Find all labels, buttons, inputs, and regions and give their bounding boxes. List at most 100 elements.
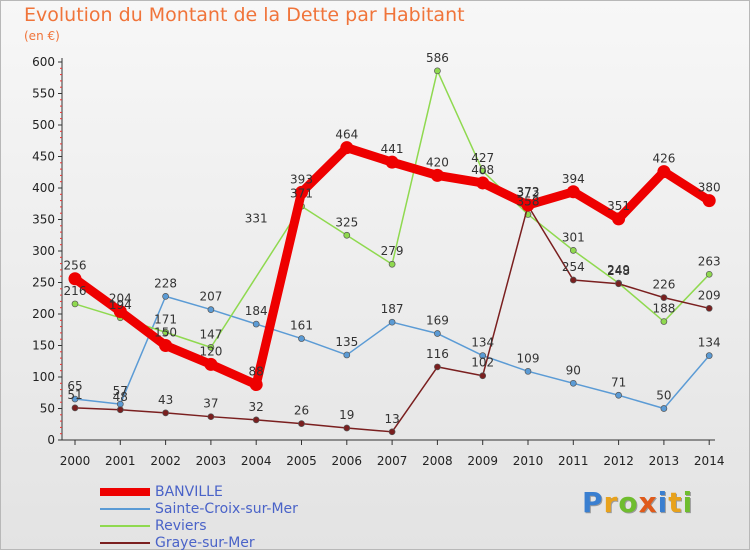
data-point [71, 395, 79, 403]
data-point [252, 416, 260, 424]
data-label: 134 [471, 336, 494, 350]
data-point [343, 351, 351, 359]
data-point [434, 330, 441, 337]
data-label: 586 [426, 51, 449, 65]
data-point [479, 167, 487, 175]
x-tick-label: 2002 [150, 454, 181, 468]
data-point [116, 406, 124, 414]
y-tick-label: 100 [32, 370, 55, 384]
data-point [252, 320, 260, 328]
data-point [434, 67, 441, 75]
data-label: 228 [154, 276, 177, 290]
y-tick-label: 150 [32, 339, 55, 353]
data-label: 71 [611, 375, 626, 389]
legend-swatch [100, 542, 150, 544]
data-point [388, 428, 396, 436]
data-label: 65 [67, 379, 82, 393]
legend-swatch [100, 525, 150, 527]
data-point [660, 294, 668, 301]
logo-letter: x [638, 486, 658, 519]
data-label: 207 [199, 290, 222, 304]
data-label: 57 [113, 384, 128, 398]
x-tick-label: 2006 [332, 454, 363, 468]
data-point [207, 413, 215, 421]
data-point [702, 194, 716, 208]
data-label: 331 [245, 211, 268, 225]
data-label: 249 [607, 263, 630, 277]
legend-label: BANVILLE [155, 484, 223, 500]
data-point [569, 247, 577, 254]
data-label: 48 [113, 390, 128, 404]
data-point [476, 176, 490, 190]
data-label: 301 [562, 230, 585, 244]
x-tick-label: 2003 [196, 454, 227, 468]
data-label: 19 [339, 408, 354, 422]
logo-letter: i [657, 486, 669, 519]
data-label: 372 [517, 186, 540, 200]
data-point [113, 304, 127, 318]
logo-letter: P [582, 486, 604, 519]
x-tick-label: 2010 [513, 454, 544, 468]
data-label: 169 [426, 314, 449, 328]
chart-legend: BANVILLE Sainte-Croix-sur-Mer Reviers Graye… [100, 484, 400, 552]
x-tick-label: 2007 [377, 454, 408, 468]
chart-unit: (en €) [24, 29, 60, 43]
data-point [343, 231, 351, 239]
y-tick-label: 50 [40, 402, 55, 416]
data-label: 147 [199, 327, 222, 341]
data-point [71, 300, 79, 308]
data-point [615, 280, 622, 288]
data-label: 116 [426, 347, 449, 361]
data-label: 43 [158, 393, 173, 407]
data-label: 161 [290, 319, 313, 333]
x-tick-label: 2004 [241, 454, 272, 468]
data-point [204, 357, 218, 371]
legend-item: Sainte-Croix-sur-Mer [100, 501, 400, 518]
data-label: 209 [698, 288, 721, 302]
data-label: 102 [471, 356, 494, 370]
data-label: 50 [656, 389, 671, 403]
data-point [569, 276, 577, 284]
data-point [521, 198, 535, 212]
x-tick-label: 2013 [649, 454, 680, 468]
data-label: 204 [109, 291, 132, 305]
data-label: 256 [64, 259, 87, 273]
data-point [385, 155, 399, 169]
data-label: 32 [249, 400, 264, 414]
legend-label: Graye-sur-Mer [155, 535, 255, 551]
data-label: 51 [67, 388, 82, 402]
data-point [705, 352, 713, 359]
legend-swatch [100, 488, 150, 496]
data-point [340, 141, 354, 155]
data-point [162, 293, 169, 300]
data-label: 420 [426, 155, 449, 169]
y-tick-label: 500 [32, 118, 55, 132]
data-label: 184 [245, 304, 268, 318]
data-label: 120 [199, 344, 222, 358]
x-tick-label: 2009 [467, 454, 498, 468]
x-tick-label: 2008 [422, 454, 453, 468]
logo-letter: t [668, 486, 683, 519]
legend-label: Reviers [155, 518, 207, 534]
y-tick-label: 200 [32, 307, 55, 321]
data-point [705, 270, 713, 278]
data-point [657, 165, 671, 179]
data-label: 134 [698, 336, 721, 350]
y-tick-label: 550 [32, 87, 55, 101]
data-label: 394 [562, 172, 585, 186]
data-label: 426 [652, 152, 675, 166]
data-point [612, 212, 626, 226]
data-point [249, 378, 263, 392]
data-label: 216 [64, 284, 87, 298]
y-tick-label: 0 [47, 433, 55, 447]
data-point [162, 409, 169, 417]
data-point [159, 339, 173, 352]
data-point [207, 344, 215, 351]
data-label: 88 [249, 365, 264, 379]
data-label: 325 [335, 215, 358, 229]
legend-label: Sainte-Croix-sur-Mer [155, 501, 298, 517]
y-tick-label: 250 [32, 276, 55, 290]
y-tick-label: 350 [32, 213, 55, 227]
data-label: 150 [154, 326, 177, 340]
